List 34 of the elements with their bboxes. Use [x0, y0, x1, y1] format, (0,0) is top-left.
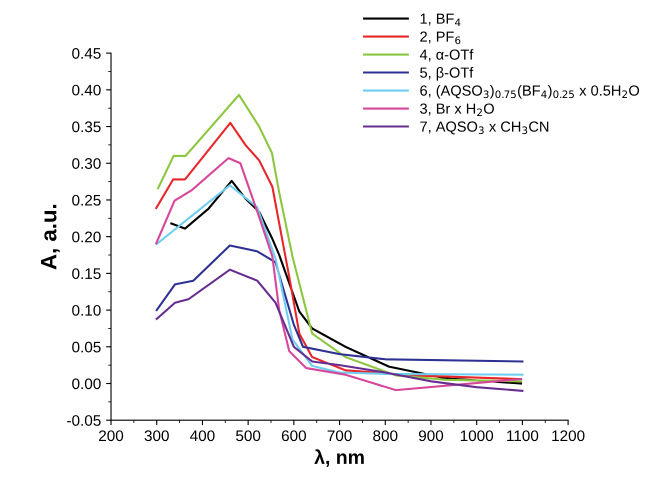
y-tick-label: 0.25	[72, 194, 101, 206]
x-tick-label: 700	[328, 430, 352, 442]
y-tick-label: 0.00	[72, 378, 101, 390]
x-tick-label: 200	[99, 430, 124, 442]
legend-label: 5, β-OTf	[420, 67, 474, 81]
line-series	[156, 268, 524, 392]
y-tick-label: 0.45	[72, 48, 101, 59]
y-tick-label: -0.05	[67, 415, 101, 426]
line-series	[156, 244, 524, 363]
x-tick-label: 300	[144, 430, 169, 442]
text: 6, (AQSO$_{3}$)$_{0.75}$(BF$_{4}$)$_{0.25}$ x 0.5H$_{2}$O	[420, 85, 640, 99]
x-axis-title: λ, nm	[314, 449, 364, 467]
x-tick-label: 400	[190, 430, 215, 442]
y-axis-title: A, a.u.	[41, 204, 60, 270]
legend-label: 4, α-OTf	[420, 49, 474, 62]
y-tick-label: 0.20	[72, 232, 101, 242]
y-tick-label: 0.40	[72, 84, 101, 96]
y-tick-label: 0.30	[72, 158, 101, 169]
x-tick-label: 1200	[552, 430, 585, 442]
x-tick-label: 1000	[460, 430, 494, 442]
legend-label: 7, AQSO$_{3}$ x CH$_{3}$CN	[420, 121, 548, 134]
legend-label: 2, PF$_{6}$	[420, 31, 460, 44]
y-tick-label: 0.05	[72, 342, 101, 352]
legend-label: 1, BF$_{4}$	[420, 14, 460, 26]
line-series	[155, 157, 522, 392]
x-tick-label: 500	[236, 430, 260, 442]
x-tick-label: 1100	[507, 430, 538, 442]
x-tick-label: 600	[282, 430, 306, 442]
y-tick-label: 0.35	[72, 121, 101, 132]
y-tick-label: 0.10	[72, 304, 101, 316]
legend-label: 3, Br x H$_{2}$O	[420, 103, 494, 116]
x-tick-label: 900	[418, 430, 444, 442]
y-tick-label: 0.15	[72, 268, 101, 280]
x-tick-label: 800	[373, 430, 398, 442]
